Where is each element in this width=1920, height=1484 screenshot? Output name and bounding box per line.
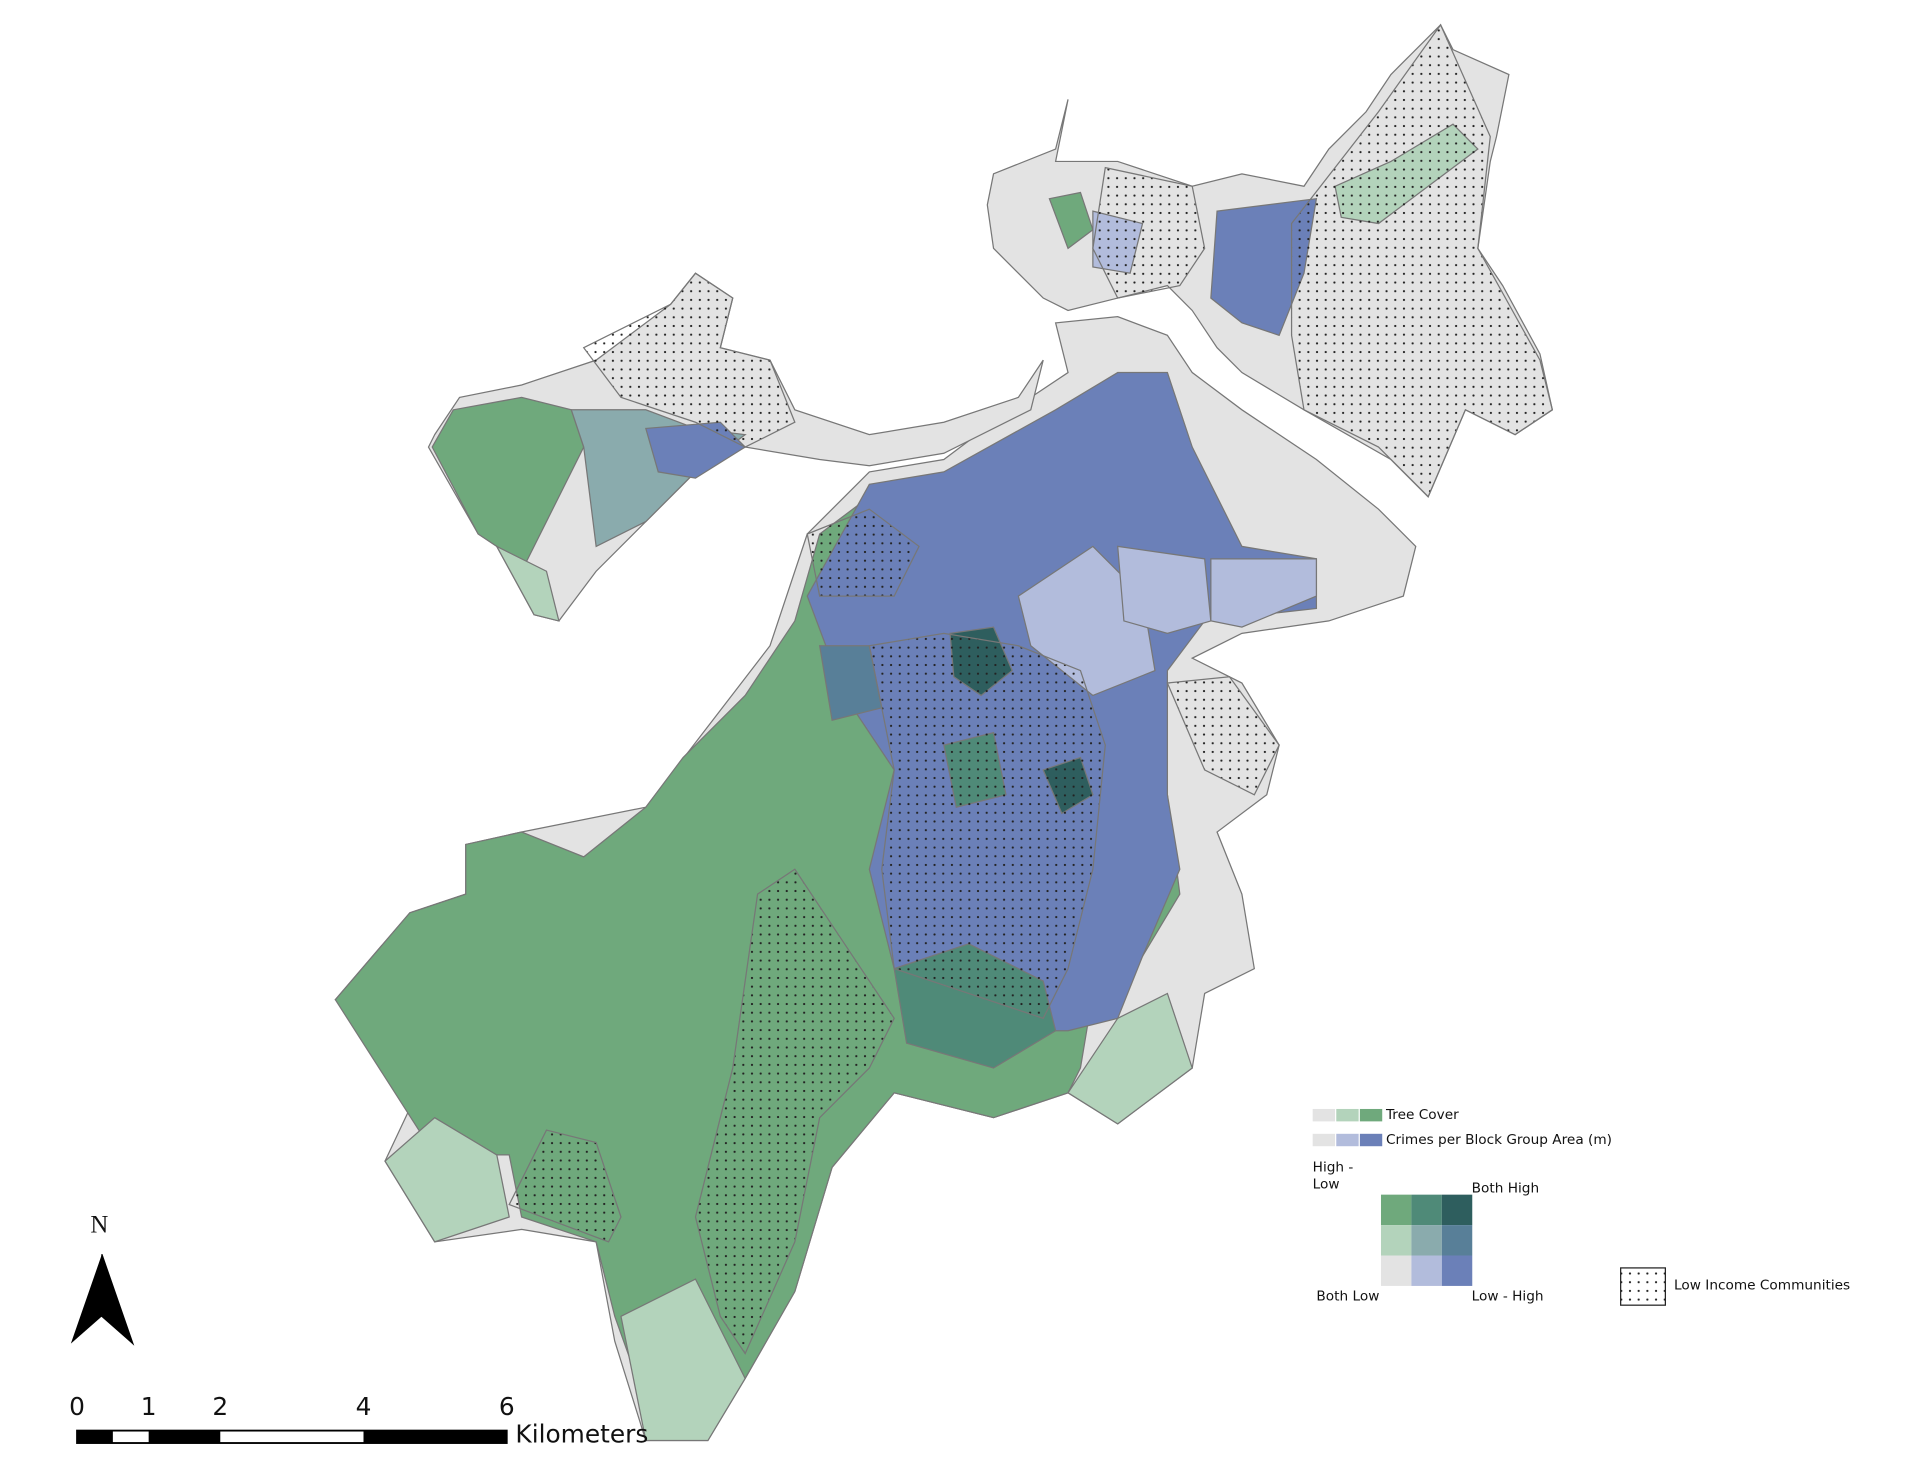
low-income-area (868, 632, 1106, 1020)
scale-segment (363, 1430, 507, 1444)
bivariate-cell (1380, 1255, 1412, 1286)
scale-tick-label: 2 (212, 1392, 228, 1421)
legend-label: Crimes per Block Group Area (m) (1386, 1132, 1612, 1148)
legend-label: High - (1313, 1159, 1354, 1175)
low-income-area (508, 1129, 622, 1243)
tree-area (384, 1116, 510, 1243)
legend-label: Both Low (1316, 1288, 1379, 1304)
map-regions (334, 23, 1554, 1442)
legend-label: Low (1313, 1177, 1340, 1193)
low-income-area (694, 868, 895, 1355)
legend-label: Tree Cover (1385, 1107, 1459, 1123)
arrow-half (101, 1254, 135, 1346)
low-income-area (1166, 676, 1280, 796)
legend-label: Low Income Communities (1674, 1277, 1850, 1293)
low-income-area (1290, 23, 1554, 498)
bivariate-cell (1441, 1194, 1473, 1226)
tree-area (620, 1278, 746, 1442)
bivariate-cell (1411, 1255, 1442, 1286)
crime-area (1117, 545, 1212, 634)
legend-swatch (1359, 1108, 1383, 1122)
bivariate-cell (1411, 1194, 1442, 1226)
scale-tick-label: 1 (141, 1392, 157, 1421)
low-income-area (1092, 166, 1206, 299)
low-income-area (806, 508, 920, 597)
bivariate-cell (1380, 1194, 1412, 1226)
legend-swatch (1312, 1108, 1336, 1122)
tree-area (1067, 992, 1193, 1125)
legend-swatch (1336, 1133, 1359, 1147)
arrow-half (70, 1254, 102, 1344)
legend-swatch (1336, 1108, 1359, 1122)
crime-area (1210, 558, 1318, 628)
scale-unit: Kilometers (515, 1420, 648, 1449)
scale-segment (148, 1430, 221, 1444)
legend-label: Both High (1472, 1180, 1539, 1196)
scale-segment (77, 1430, 113, 1444)
legend-swatch (1359, 1133, 1383, 1147)
scale-tick-label: 6 (499, 1392, 515, 1421)
bivariate-cell (1441, 1225, 1473, 1256)
bivariate-cell (1380, 1225, 1412, 1256)
north-arrow: N (70, 1212, 135, 1346)
legend-swatch (1312, 1133, 1336, 1147)
legend-label: Low - High (1472, 1288, 1544, 1304)
tree-area (495, 544, 560, 622)
bivariate-cell (1411, 1225, 1442, 1256)
scale-tick-label: 4 (356, 1392, 372, 1421)
scale-tick-label: 0 (69, 1392, 85, 1421)
legend: Tree Cover Crimes per Block Group Area (… (1312, 1107, 1850, 1306)
tree-area (431, 396, 585, 573)
bivariate-cell (1441, 1255, 1473, 1286)
low-income-swatch (1620, 1267, 1666, 1306)
north-label: N (90, 1212, 108, 1239)
low-income-area (582, 272, 796, 448)
